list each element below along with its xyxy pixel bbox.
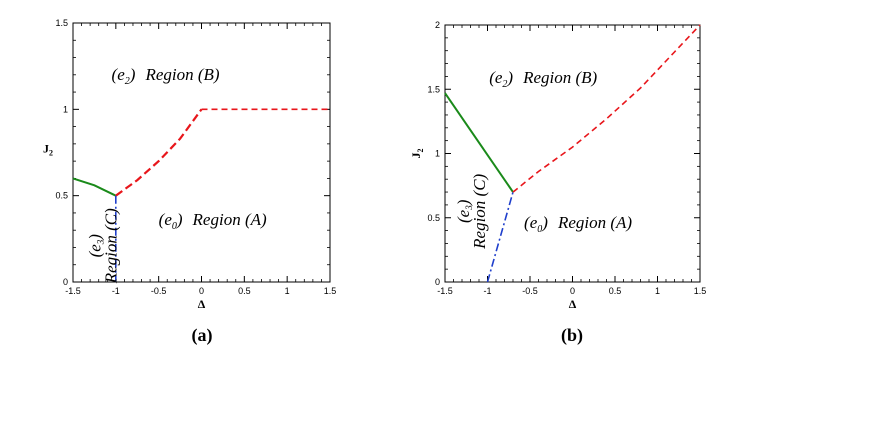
x-tick-label: -1.5	[437, 286, 453, 296]
x-axis-label: Δ	[198, 297, 206, 311]
series-line-solid	[444, 92, 514, 193]
x-tick-label: -0.5	[522, 286, 538, 296]
annotation-region-a: (e0) Region (A)	[159, 210, 267, 232]
series-line-solid	[72, 177, 117, 197]
panel-1: -1.5 -1 -0.5 0 0.5 1 1.5 0 0.5 1 1.5 2 Δ J2 (e2) Region…	[409, 20, 706, 346]
series-line-dashed-fine	[512, 24, 701, 193]
x-tick-label: 1.5	[694, 286, 707, 296]
y-axis-label: J2	[409, 149, 425, 159]
x-tick-label: 1.5	[324, 286, 337, 296]
panel-0: -1.5 -1 -0.5 0 0.5 1 1.5 0 0.5 1 1.5 Δ J2 (e2) Region …	[43, 18, 336, 346]
y-tick-label: 0	[63, 277, 68, 287]
annotation-region-b: (e2) Region (B)	[112, 65, 220, 87]
x-tick-label: -1	[483, 286, 491, 296]
y-tick-label: 0	[435, 277, 440, 287]
y-tick-label: 1.5	[427, 84, 440, 94]
y-tick-label: 2	[435, 20, 440, 30]
y-axis-label: J2	[43, 142, 53, 158]
x-tick-label: 0.5	[238, 286, 251, 296]
panel-label: (b)	[561, 325, 583, 346]
annotation-region: Region (C)	[101, 208, 120, 284]
y-tick-label: 1.5	[55, 18, 68, 28]
annotation-region-b: (e2) Region (B)	[489, 68, 597, 90]
x-tick-label: -1	[112, 286, 120, 296]
y-tick-label: 0.5	[55, 191, 68, 201]
annotation-region: Region (C)	[470, 173, 489, 249]
x-tick-label: 1	[285, 286, 290, 296]
y-tick-label: 1	[63, 104, 68, 114]
x-tick-label: 0.5	[609, 286, 622, 296]
y-tick-label: 1	[435, 149, 440, 159]
x-axis-label: Δ	[569, 297, 577, 311]
annotation-region-a: (e0) Region (A)	[524, 213, 632, 235]
annotation-state: (e3)	[454, 199, 474, 223]
annotation-region-c: (e3)Region (C)	[454, 173, 489, 249]
y-tick-label: 0.5	[427, 213, 440, 223]
annotation-region-c: (e3)Region (C)	[85, 208, 120, 284]
x-tick-label: -0.5	[151, 286, 167, 296]
series-line-dashdot	[486, 191, 514, 283]
series-line-dashed	[115, 108, 203, 197]
x-tick-label: -1.5	[65, 286, 81, 296]
x-tick-label: 0	[570, 286, 575, 296]
annotation-state: (e3)	[85, 234, 105, 258]
x-tick-label: 0	[199, 286, 204, 296]
panel-label: (a)	[192, 325, 213, 346]
x-tick-label: 1	[655, 286, 660, 296]
